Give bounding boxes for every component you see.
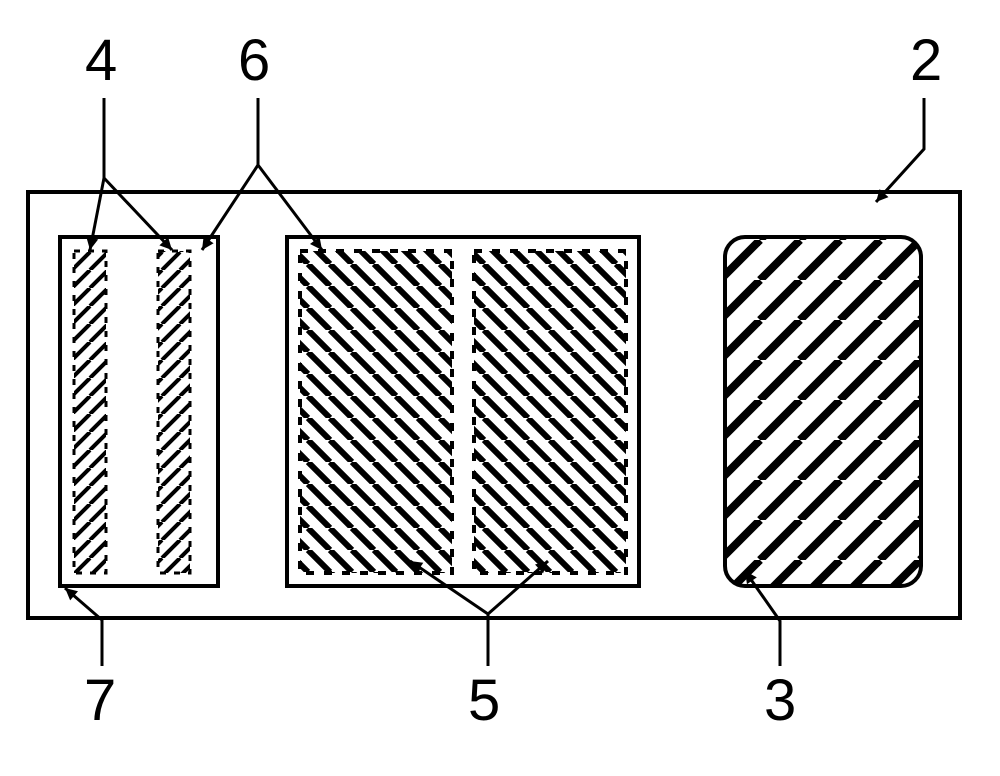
- left-strip-1: [158, 251, 190, 573]
- label-text-4: 4: [85, 28, 117, 93]
- label-4: 4: [85, 28, 172, 250]
- label-text-7: 7: [84, 668, 116, 733]
- label-3: 3: [745, 571, 796, 733]
- label-text-6: 6: [238, 28, 270, 93]
- right-block: [725, 237, 921, 586]
- label-6: 6: [202, 28, 322, 250]
- mid-panel-1: [474, 251, 626, 573]
- label-text-5: 5: [468, 668, 500, 733]
- mid-panel-0: [300, 251, 452, 573]
- label-2: 2: [876, 28, 942, 202]
- label-text-3: 3: [764, 668, 796, 733]
- left-strip-0: [74, 251, 106, 573]
- label-7: 7: [65, 588, 116, 733]
- label-text-2: 2: [910, 28, 942, 93]
